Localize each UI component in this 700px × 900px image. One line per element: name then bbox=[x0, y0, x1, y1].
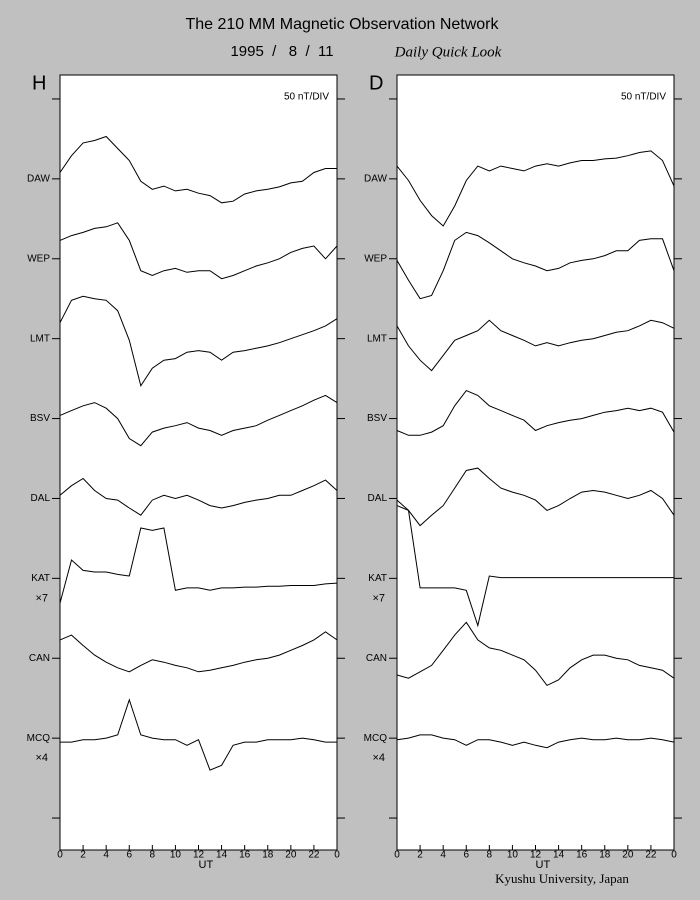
x-tick-label: 6 bbox=[126, 850, 132, 861]
trace bbox=[59, 394, 338, 447]
x-tick-label: 2 bbox=[80, 850, 86, 861]
x-tick-label: 0 bbox=[394, 850, 400, 861]
x-tick-label: 18 bbox=[599, 850, 611, 861]
footer: Kyushu University, Japan bbox=[495, 871, 629, 886]
station-label: MCQ bbox=[27, 733, 51, 744]
subtitle: Daily Quick Look bbox=[394, 44, 502, 60]
trace bbox=[396, 231, 675, 300]
x-tick-label: 20 bbox=[285, 850, 297, 861]
x-tick-label: 22 bbox=[645, 850, 657, 861]
x-tick-label: 8 bbox=[150, 850, 156, 861]
station-label: WEP bbox=[27, 253, 50, 264]
x-tick-label: 10 bbox=[170, 850, 182, 861]
trace bbox=[60, 698, 337, 771]
x-tick-label: 8 bbox=[487, 850, 493, 861]
scale-label: ×7 bbox=[35, 592, 48, 604]
panel bbox=[59, 74, 338, 851]
station-label: DAW bbox=[27, 174, 51, 185]
station-label: LMT bbox=[30, 333, 50, 344]
station-label: MCQ bbox=[364, 733, 388, 744]
station-label: DAL bbox=[368, 493, 388, 504]
trace bbox=[59, 295, 338, 388]
trace bbox=[59, 135, 337, 204]
trace bbox=[396, 734, 675, 749]
station-label: KAT bbox=[368, 573, 387, 584]
x-tick-label: 16 bbox=[576, 850, 588, 861]
x-axis-label: UT bbox=[536, 859, 551, 871]
annotation: 50 nT/DIV bbox=[621, 92, 666, 103]
station-label: KAT bbox=[31, 573, 50, 584]
station-label: CAN bbox=[29, 653, 50, 664]
x-tick-label: 6 bbox=[463, 850, 469, 861]
x-tick-label: 22 bbox=[308, 850, 320, 861]
x-tick-label: 10 bbox=[507, 850, 519, 861]
x-tick-label: 14 bbox=[216, 850, 228, 861]
x-tick-label: 4 bbox=[440, 850, 446, 861]
station-label: CAN bbox=[366, 653, 387, 664]
scale-label: ×7 bbox=[372, 592, 385, 604]
trace bbox=[396, 467, 675, 527]
trace bbox=[59, 477, 338, 516]
panel-label: D bbox=[369, 72, 383, 94]
station-label: LMT bbox=[367, 333, 387, 344]
x-tick-label: 20 bbox=[622, 850, 634, 861]
x-tick-label: 0 bbox=[57, 850, 63, 861]
x-tick-label: 4 bbox=[103, 850, 109, 861]
station-label: WEP bbox=[364, 253, 387, 264]
x-tick-label: 2 bbox=[417, 850, 423, 861]
trace bbox=[396, 505, 674, 628]
scale-label: ×4 bbox=[35, 752, 48, 764]
x-tick-label: 12 bbox=[530, 850, 542, 861]
date: 1995 / 8 / 11 bbox=[230, 43, 333, 60]
x-tick-label: 16 bbox=[239, 850, 251, 861]
trace bbox=[396, 621, 675, 687]
x-tick-label: 18 bbox=[262, 850, 274, 861]
trace bbox=[396, 150, 675, 227]
scale-label: ×4 bbox=[372, 752, 385, 764]
trace bbox=[59, 631, 338, 673]
x-axis-label: UT bbox=[199, 859, 214, 871]
station-label: BSV bbox=[367, 413, 387, 424]
page-title: The 210 MM Magnetic Observation Network bbox=[185, 16, 499, 33]
panel bbox=[396, 74, 675, 851]
trace bbox=[396, 389, 675, 436]
x-tick-label: 0 bbox=[671, 850, 677, 861]
panel-label: H bbox=[32, 72, 46, 94]
x-tick-label: 0 bbox=[334, 850, 340, 861]
trace bbox=[59, 222, 338, 280]
x-tick-label: 14 bbox=[553, 850, 565, 861]
annotation: 50 nT/DIV bbox=[284, 92, 329, 103]
station-label: DAL bbox=[31, 493, 51, 504]
trace bbox=[59, 527, 338, 604]
station-label: DAW bbox=[364, 174, 388, 185]
x-tick-label: 12 bbox=[193, 850, 205, 861]
trace bbox=[396, 319, 675, 372]
station-label: BSV bbox=[30, 413, 50, 424]
